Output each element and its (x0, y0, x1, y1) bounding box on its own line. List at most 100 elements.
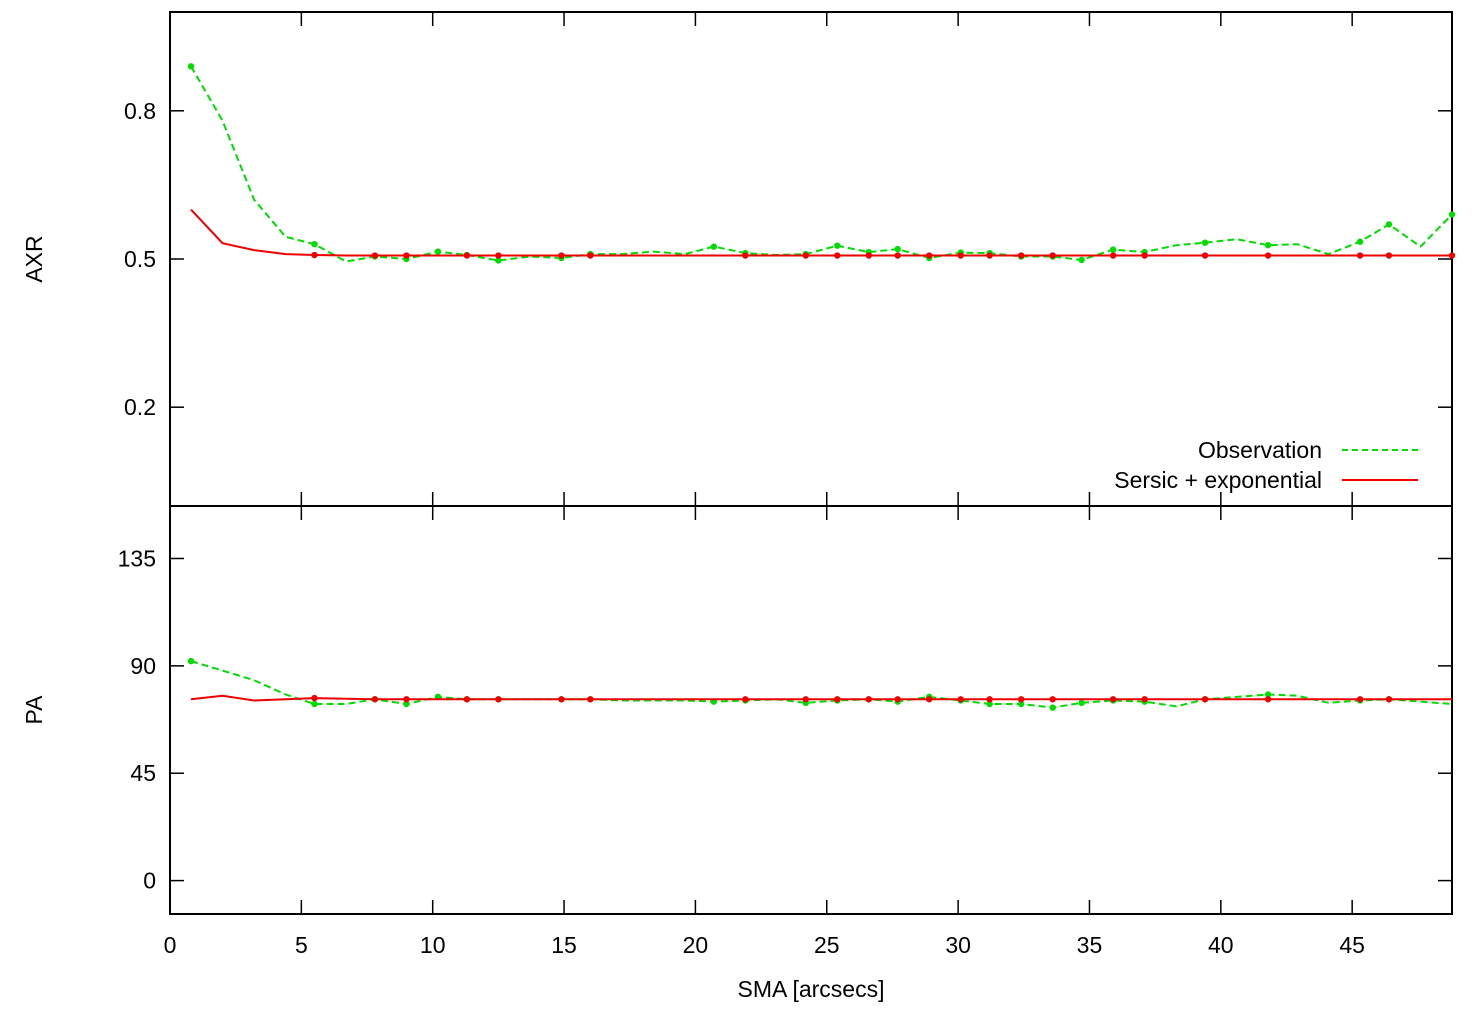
pa-ytick-label: 135 (118, 545, 156, 571)
axr-panel: 0.2 0.5 0.8 AXR (21, 11, 1456, 507)
axr-observation-point (1264, 241, 1272, 249)
pa-model-point (802, 696, 809, 703)
pa-model-point (311, 694, 318, 702)
axr-observation-point (710, 243, 717, 250)
pa-observation-line (190, 660, 1453, 709)
axr-model-point (558, 252, 565, 259)
x-tick-label: 10 (420, 932, 446, 958)
pa-ytick-label: 45 (130, 760, 156, 786)
axr-y-axis-label: AXR (21, 235, 47, 282)
pa-model-point (1356, 696, 1364, 703)
x-axis-label: SMA [arcsecs] (738, 976, 885, 1002)
x-tick-label: 15 (551, 932, 577, 958)
axr-model-point (1356, 252, 1364, 259)
pa-model-point (495, 696, 502, 703)
axr-model-point (495, 252, 502, 259)
pa-model-point (894, 696, 901, 703)
pa-model-line (190, 694, 1452, 702)
axr-observation-point (1109, 246, 1117, 253)
pa-observation-point (311, 700, 318, 708)
pa-observation-point (187, 657, 195, 665)
legend: Observation Sersic + exponential (1114, 437, 1418, 493)
pa-model-point (403, 696, 410, 703)
axr-ytick-label: 0.5 (124, 246, 156, 272)
axr-model-point (865, 252, 872, 259)
pa-model-point (463, 696, 471, 703)
pa-model-point (957, 696, 964, 703)
axr-observation-point (187, 63, 195, 70)
pa-model-point (371, 696, 379, 703)
axr-model-point (742, 252, 749, 259)
x-tick-label: 25 (814, 932, 840, 958)
pa-model-point (1017, 696, 1025, 703)
pa-model-point (1201, 696, 1209, 703)
pa-observation-point (986, 700, 993, 708)
pa-model-point (1385, 696, 1393, 703)
axr-model-point (1448, 252, 1456, 259)
axr-model-point (1109, 252, 1117, 259)
pa-model-point (926, 696, 933, 703)
axr-observation-point (1356, 238, 1364, 245)
pa-observation-point (1078, 699, 1085, 707)
pa-y-axis-label: PA (21, 695, 47, 725)
x-tick-label: 20 (683, 932, 709, 958)
axr-observation-line (190, 65, 1453, 263)
axr-model-point (894, 252, 901, 259)
x-tick-label: 5 (295, 932, 308, 958)
axr-model-point (1141, 252, 1148, 259)
legend-label-model: Sersic + exponential (1114, 467, 1322, 493)
pa-ytick-label: 0 (143, 868, 156, 894)
x-tick-label: 0 (164, 932, 177, 958)
pa-ytick-label: 90 (130, 653, 156, 679)
x-axis: 0 5 10 15 20 25 30 35 40 45 (164, 932, 1365, 958)
axr-model-point (311, 251, 318, 259)
axr-observation-point (1448, 211, 1456, 218)
pa-model-point (1141, 696, 1148, 703)
axr-model-point (1264, 252, 1272, 259)
pa-model-point (1109, 696, 1117, 703)
axr-model-point (957, 252, 964, 259)
axr-model-point (802, 252, 809, 259)
axr-model-point (403, 252, 410, 259)
axr-model-point (926, 252, 933, 259)
axr-ytick-label: 0.2 (124, 394, 156, 420)
axr-model-point (1049, 252, 1056, 259)
axr-model-point (1017, 252, 1025, 259)
axr-observation-point (834, 242, 841, 249)
pa-model-point (558, 696, 565, 703)
axr-model-point (834, 252, 841, 259)
x-tick-label: 40 (1208, 932, 1234, 958)
pa-panel: 0 45 90 135 PA (21, 505, 1453, 915)
pa-model-point (986, 696, 993, 703)
x-tick-label: 35 (1077, 932, 1103, 958)
pa-observation-point (1049, 704, 1056, 711)
pa-observation-point (403, 700, 410, 708)
axr-model-line (190, 208, 1452, 257)
axr-observation-point (1385, 221, 1393, 228)
axr-ytick-label: 0.8 (124, 98, 156, 124)
x-tick-label: 30 (945, 932, 971, 958)
axr-model-point (1385, 252, 1393, 259)
axr-observation-point (311, 240, 318, 248)
pa-model-point (1049, 696, 1056, 703)
axr-observation-point (1078, 256, 1085, 264)
axr-observation-point (894, 245, 901, 253)
axr-model-point (463, 252, 471, 259)
pa-observation-point (1264, 691, 1272, 698)
pa-model-point (1264, 696, 1272, 703)
axr-model-point (986, 252, 993, 259)
pa-model-point (742, 696, 749, 703)
x-tick-label: 45 (1339, 932, 1365, 958)
axr-observation-point (1201, 239, 1209, 246)
axr-observation-point (495, 257, 502, 264)
pa-observation-point (1017, 700, 1025, 708)
axr-model-point (371, 252, 379, 259)
pa-model-point (587, 696, 594, 703)
pa-model-point (865, 696, 872, 703)
axr-model-point (587, 252, 594, 259)
legend-label-observation: Observation (1198, 437, 1322, 463)
axr-model-point (1201, 252, 1209, 259)
pa-model-point (834, 696, 841, 703)
axr-observation-point (434, 248, 442, 255)
